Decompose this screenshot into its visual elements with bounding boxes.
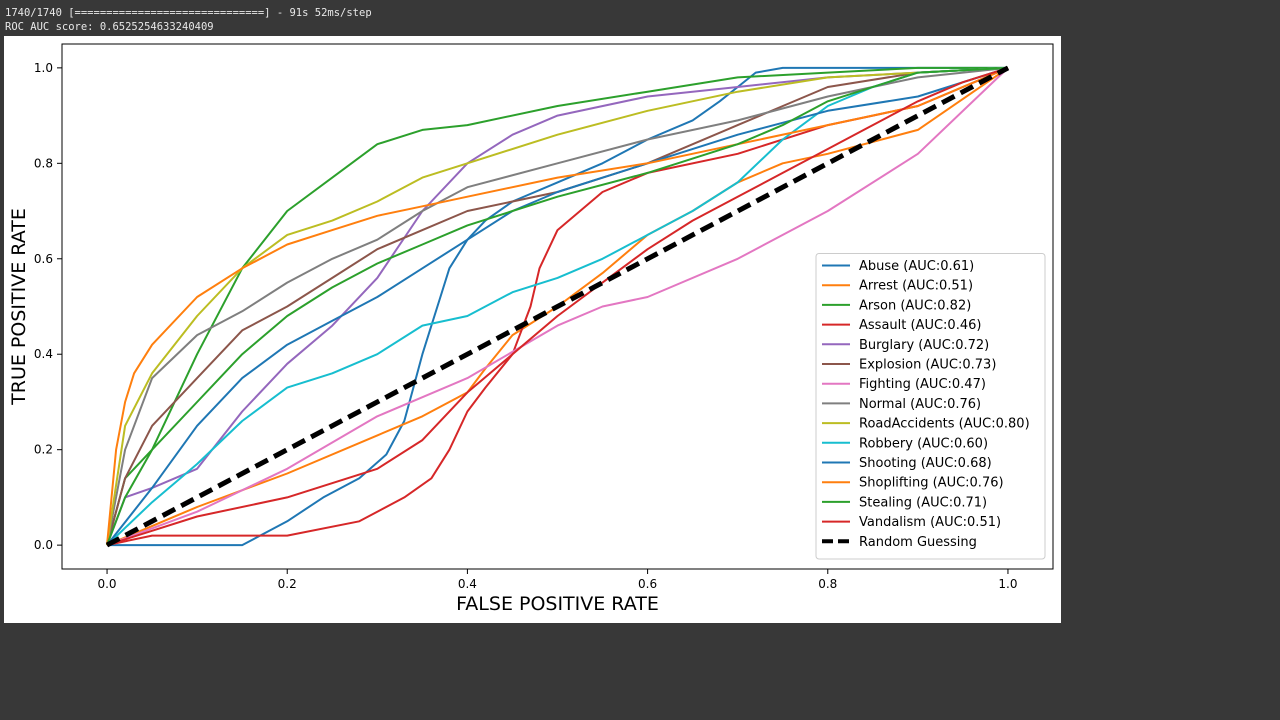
- y-axis-label: TRUE POSITIVE RATE: [8, 208, 30, 406]
- legend-label-4: Burglary (AUC:0.72): [859, 338, 989, 353]
- curve-8: [106, 66, 1009, 546]
- legend: Abuse (AUC:0.61) Arrest (AUC:0.51) Arson (…: [815, 253, 1046, 560]
- legend-label-7: Normal (AUC:0.76): [859, 397, 981, 412]
- curve-11: [106, 66, 1009, 546]
- curve-3: [106, 66, 1009, 547]
- legend-label-12: Stealing (AUC:0.71): [859, 495, 987, 510]
- console-progress-line: 1740/1740 [=============================…: [5, 7, 372, 19]
- y-tick-label-5: 1.0: [34, 61, 53, 75]
- roc-chart: 0.0 0.2 0.4 0.6 0.8 1.0 0.0 0.2 0.4 0.6 0.8 1.0 FA…: [8, 43, 1054, 615]
- legend-label-9: Robbery (AUC:0.60): [859, 436, 988, 451]
- curves-layer: [105, 65, 1010, 548]
- curve-9: [106, 66, 1009, 546]
- x-ticks: 0.0 0.2 0.4 0.6 0.8 1.0: [97, 569, 1018, 591]
- curve-7: [106, 66, 1009, 546]
- legend-label-11: Shoplifting (AUC:0.76): [859, 476, 1004, 491]
- x-tick-label-0: 0.0: [97, 577, 116, 591]
- legend-label-10: Shooting (AUC:0.68): [859, 456, 992, 471]
- x-tick-label-2: 0.4: [458, 577, 477, 591]
- legend-label-2: Arson (AUC:0.82): [859, 298, 971, 313]
- axes-frame: [61, 43, 1054, 570]
- x-tick-label-4: 0.8: [818, 577, 837, 591]
- y-tick-label-4: 0.8: [34, 156, 53, 170]
- legend-label-6: Fighting (AUC:0.47): [859, 377, 986, 392]
- legend-label-8: RoadAccidents (AUC:0.80): [859, 417, 1030, 432]
- curve-10: [106, 66, 1009, 546]
- roc-figure: 0.0 0.2 0.4 0.6 0.8 1.0 0.0 0.2 0.4 0.6 0.8 1.0 FA…: [4, 36, 1061, 623]
- curve-6: [106, 67, 1009, 547]
- legend-label-14: Random Guessing: [859, 535, 977, 550]
- legend-label-1: Arrest (AUC:0.51): [859, 279, 973, 294]
- legend-box: [815, 253, 1046, 560]
- x-axis-label: FALSE POSITIVE RATE: [456, 593, 659, 615]
- y-tick-label-1: 0.2: [34, 443, 53, 457]
- x-tick-label-3: 0.6: [638, 577, 657, 591]
- curve-4: [106, 66, 1009, 546]
- curve-13: [106, 66, 1009, 547]
- x-tick-label-5: 1.0: [998, 577, 1017, 591]
- legend-label-0: Abuse (AUC:0.61): [859, 259, 974, 274]
- legend-label-3: Assault (AUC:0.46): [859, 318, 981, 333]
- x-tick-label-1: 0.2: [278, 577, 297, 591]
- curve-5: [106, 66, 1009, 546]
- y-tick-label-2: 0.4: [34, 347, 53, 361]
- legend-label-5: Explosion (AUC:0.73): [859, 358, 996, 373]
- y-ticks: 0.0 0.2 0.4 0.6 0.8 1.0: [34, 61, 62, 552]
- y-tick-label-3: 0.6: [34, 252, 53, 266]
- console-score-line: ROC AUC score: 0.6525254633240409: [5, 21, 214, 33]
- curve-12: [106, 66, 1009, 546]
- legend-label-13: Vandalism (AUC:0.51): [859, 515, 1001, 530]
- curve-14: [105, 65, 1010, 548]
- y-tick-label-0: 0.0: [34, 538, 53, 552]
